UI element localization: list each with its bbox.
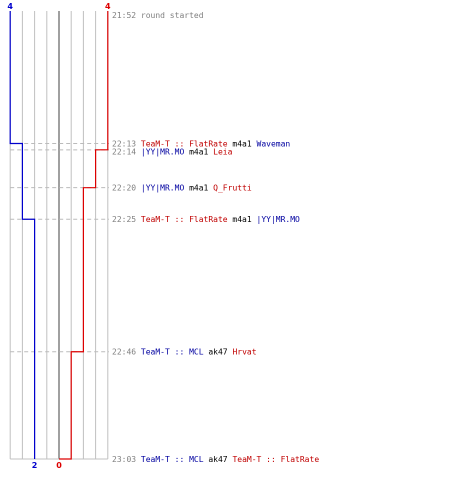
blue-start-count: 4 xyxy=(7,2,13,11)
event-victim: Q_Frutti xyxy=(213,184,252,193)
event-weapon: m4a1 xyxy=(189,184,213,193)
blue-end-count: 2 xyxy=(32,461,38,470)
event-victim: Hrvat xyxy=(232,348,256,357)
event-label: 23:03 TeaM-T :: MCL ak47 TeaM-T :: FlatR… xyxy=(112,455,319,464)
event-label: 22:25 TeaM-T :: FlatRate m4a1 |YY|MR.MO xyxy=(112,215,300,224)
event-time: 22:14 xyxy=(112,148,141,157)
event-victim: TeaM-T :: FlatRate xyxy=(232,455,319,464)
event-killer: TeaM-T :: FlatRate xyxy=(141,215,233,224)
red-team-line xyxy=(59,11,109,460)
red-end-count: 0 xyxy=(56,461,62,470)
event-time: 23:03 xyxy=(112,455,141,464)
event-killer: TeaM-T :: FlatRate xyxy=(141,140,233,149)
event-label: 22:20 |YY|MR.MO m4a1 Q_Frutti xyxy=(112,184,252,193)
event-weapon: m4a1 xyxy=(189,148,213,157)
event-weapon: m4a1 xyxy=(232,215,256,224)
event-victim: Leia xyxy=(213,148,232,157)
event-time: 22:46 xyxy=(112,348,141,357)
event-victim: Waveman xyxy=(257,140,291,149)
start-time-label: 21:52 round started xyxy=(112,11,204,20)
event-weapon: ak47 xyxy=(208,455,232,464)
event-time: 22:25 xyxy=(112,215,141,224)
event-label: 22:14 |YY|MR.MO m4a1 Leia xyxy=(112,148,233,157)
event-label: 22:46 TeaM-T :: MCL ak47 Hrvat xyxy=(112,348,257,357)
event-victim: |YY|MR.MO xyxy=(257,215,301,224)
event-time: 22:20 xyxy=(112,184,141,193)
blue-team-line xyxy=(9,11,36,459)
start-time: 21:52 xyxy=(112,11,141,20)
grid-lines xyxy=(9,11,109,460)
team-step-lines xyxy=(9,11,109,460)
event-weapon: ak47 xyxy=(208,348,232,357)
start-note: round started xyxy=(141,11,204,20)
event-label: 22:13 TeaM-T :: FlatRate m4a1 Waveman xyxy=(112,140,290,149)
event-killer: TeaM-T :: MCL xyxy=(141,348,208,357)
event-killer: TeaM-T :: MCL xyxy=(141,455,208,464)
event-killer: |YY|MR.MO xyxy=(141,184,189,193)
event-time: 22:13 xyxy=(112,140,141,149)
event-weapon: m4a1 xyxy=(232,140,256,149)
red-start-count: 4 xyxy=(105,2,111,11)
event-killer: |YY|MR.MO xyxy=(141,148,189,157)
